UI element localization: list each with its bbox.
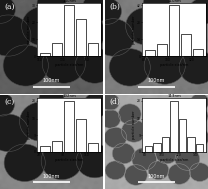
Text: 100nm: 100nm (148, 78, 165, 83)
Circle shape (165, 122, 189, 144)
Circle shape (93, 19, 134, 56)
Circle shape (148, 161, 169, 180)
Circle shape (41, 142, 82, 180)
Circle shape (42, 44, 85, 83)
Circle shape (126, 8, 167, 45)
Circle shape (0, 114, 29, 152)
Circle shape (58, 112, 99, 150)
Circle shape (83, 93, 110, 117)
Circle shape (156, 143, 178, 164)
Circle shape (132, 148, 156, 170)
Circle shape (4, 144, 45, 181)
Circle shape (168, 164, 191, 184)
Circle shape (76, 144, 113, 178)
Text: 100nm: 100nm (148, 174, 165, 179)
Text: 100nm: 100nm (43, 78, 60, 83)
Circle shape (3, 45, 48, 86)
Circle shape (105, 161, 126, 180)
Circle shape (109, 49, 150, 86)
Circle shape (0, 94, 14, 116)
Circle shape (143, 0, 170, 16)
Circle shape (100, 109, 120, 128)
Circle shape (82, 0, 113, 22)
Circle shape (22, 7, 65, 46)
Circle shape (121, 120, 146, 142)
Circle shape (20, 102, 63, 141)
Circle shape (144, 107, 165, 125)
Circle shape (104, 127, 127, 148)
Circle shape (118, 104, 141, 124)
Circle shape (112, 143, 135, 164)
Circle shape (60, 12, 105, 53)
Circle shape (75, 48, 114, 83)
Text: 100nm: 100nm (43, 174, 60, 179)
Circle shape (163, 17, 204, 54)
Circle shape (93, 0, 121, 24)
Circle shape (175, 148, 200, 170)
Circle shape (39, 87, 64, 109)
Circle shape (0, 0, 15, 23)
Text: (c): (c) (4, 98, 14, 106)
Circle shape (101, 94, 119, 110)
Circle shape (187, 107, 208, 125)
Circle shape (0, 15, 31, 56)
Circle shape (186, 127, 208, 148)
Circle shape (191, 94, 208, 110)
Circle shape (179, 50, 208, 84)
Circle shape (188, 0, 208, 24)
Circle shape (166, 104, 188, 124)
Circle shape (37, 0, 66, 16)
Circle shape (189, 163, 208, 181)
Circle shape (143, 127, 166, 148)
Text: (b): (b) (109, 3, 120, 11)
Circle shape (144, 47, 185, 84)
Text: (a): (a) (4, 3, 15, 11)
Text: (d): (d) (109, 98, 120, 106)
Circle shape (125, 165, 147, 185)
